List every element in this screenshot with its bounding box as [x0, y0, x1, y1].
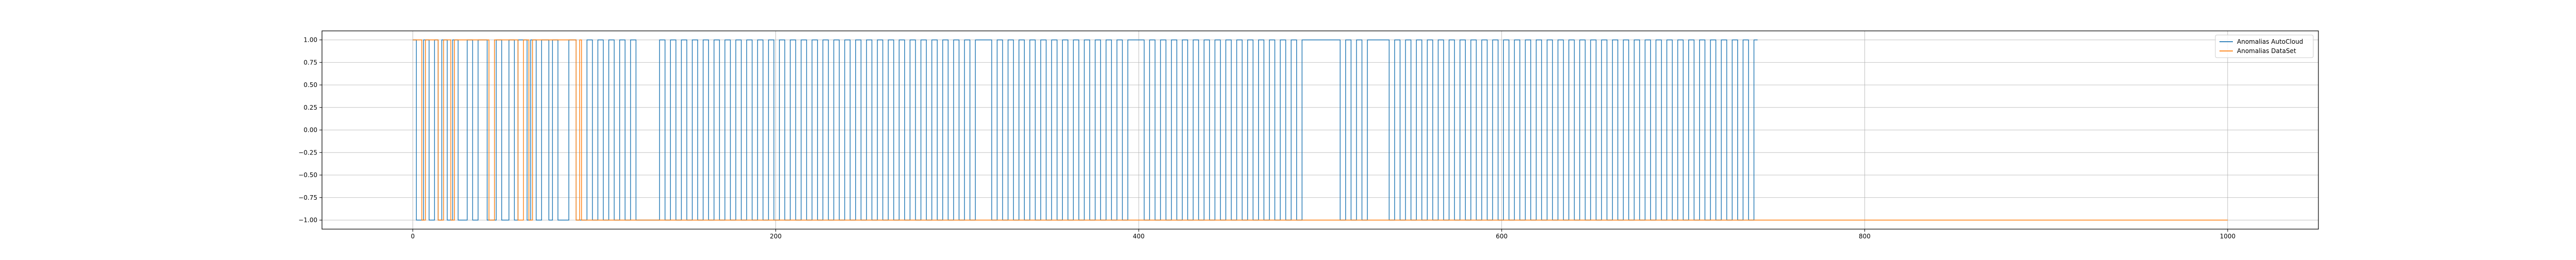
legend-label: Anomalias DataSet	[2237, 47, 2296, 55]
y-tick-label: 1.00	[303, 37, 317, 44]
legend: Anomalias AutoCloud Anomalias DataSet	[2215, 34, 2314, 58]
x-tick-label: 200	[770, 233, 782, 240]
x-axis: 0 200 400 600 800 1000	[411, 229, 2235, 240]
x-tick-label: 600	[1496, 233, 1507, 240]
x-tick-label: 0	[411, 233, 415, 240]
y-tick-label: −0.25	[298, 149, 317, 156]
y-tick-label: −1.00	[298, 217, 317, 224]
x-tick-label: 400	[1133, 233, 1145, 240]
y-tick-label: −0.50	[298, 171, 317, 179]
series	[413, 39, 2228, 221]
x-tick-label: 1000	[2220, 233, 2236, 240]
legend-box	[2215, 34, 2314, 58]
legend-label: Anomalias AutoCloud	[2237, 38, 2303, 45]
x-tick-label: 800	[1859, 233, 1871, 240]
y-tick-label: −0.75	[298, 194, 317, 201]
series-line-1	[413, 39, 2228, 221]
y-tick-label: 0.75	[303, 59, 317, 66]
y-tick-label: 0.50	[303, 81, 317, 89]
y-tick-label: 0.25	[303, 104, 317, 111]
y-tick-label: 0.00	[303, 127, 317, 134]
y-axis: 1.00 0.75 0.50 0.25 0.00 −0.25 −0.50 −0.75 −1.00	[298, 37, 322, 224]
